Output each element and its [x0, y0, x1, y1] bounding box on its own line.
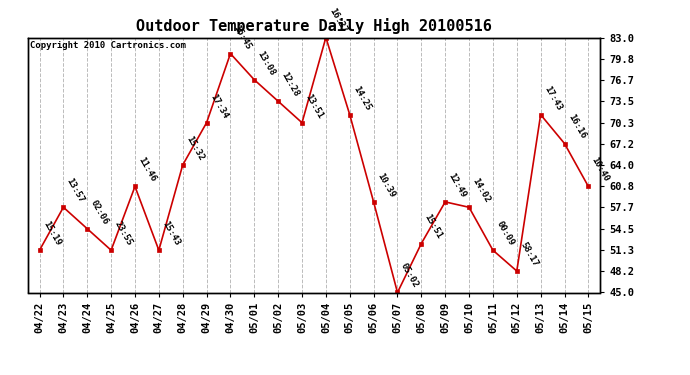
- Text: 12:28: 12:28: [279, 71, 301, 99]
- Text: 16:45: 16:45: [232, 23, 253, 51]
- Text: 15:43: 15:43: [160, 220, 181, 248]
- Title: Outdoor Temperature Daily High 20100516: Outdoor Temperature Daily High 20100516: [136, 18, 492, 33]
- Text: 05:02: 05:02: [399, 262, 420, 290]
- Text: 11:46: 11:46: [137, 156, 157, 184]
- Text: Copyright 2010 Cartronics.com: Copyright 2010 Cartronics.com: [30, 41, 186, 50]
- Text: 17:43: 17:43: [542, 84, 563, 112]
- Text: 15:32: 15:32: [184, 135, 206, 162]
- Text: 00:09: 00:09: [494, 220, 515, 248]
- Text: 12:49: 12:49: [446, 171, 468, 199]
- Text: 02:06: 02:06: [88, 198, 110, 226]
- Text: 14:02: 14:02: [471, 177, 492, 204]
- Text: 13:51: 13:51: [304, 92, 324, 120]
- Text: 13:57: 13:57: [65, 177, 86, 204]
- Text: 10:40: 10:40: [590, 156, 611, 184]
- Text: 13:08: 13:08: [256, 49, 277, 77]
- Text: 58:17: 58:17: [518, 240, 540, 268]
- Text: 15:19: 15:19: [41, 220, 62, 248]
- Text: 17:34: 17:34: [208, 92, 229, 120]
- Text: 16:37: 16:37: [327, 7, 348, 35]
- Text: 15:51: 15:51: [423, 213, 444, 241]
- Text: 10:39: 10:39: [375, 171, 396, 199]
- Text: 23:55: 23:55: [112, 220, 134, 248]
- Text: 14:25: 14:25: [351, 84, 373, 112]
- Text: 16:16: 16:16: [566, 113, 587, 141]
